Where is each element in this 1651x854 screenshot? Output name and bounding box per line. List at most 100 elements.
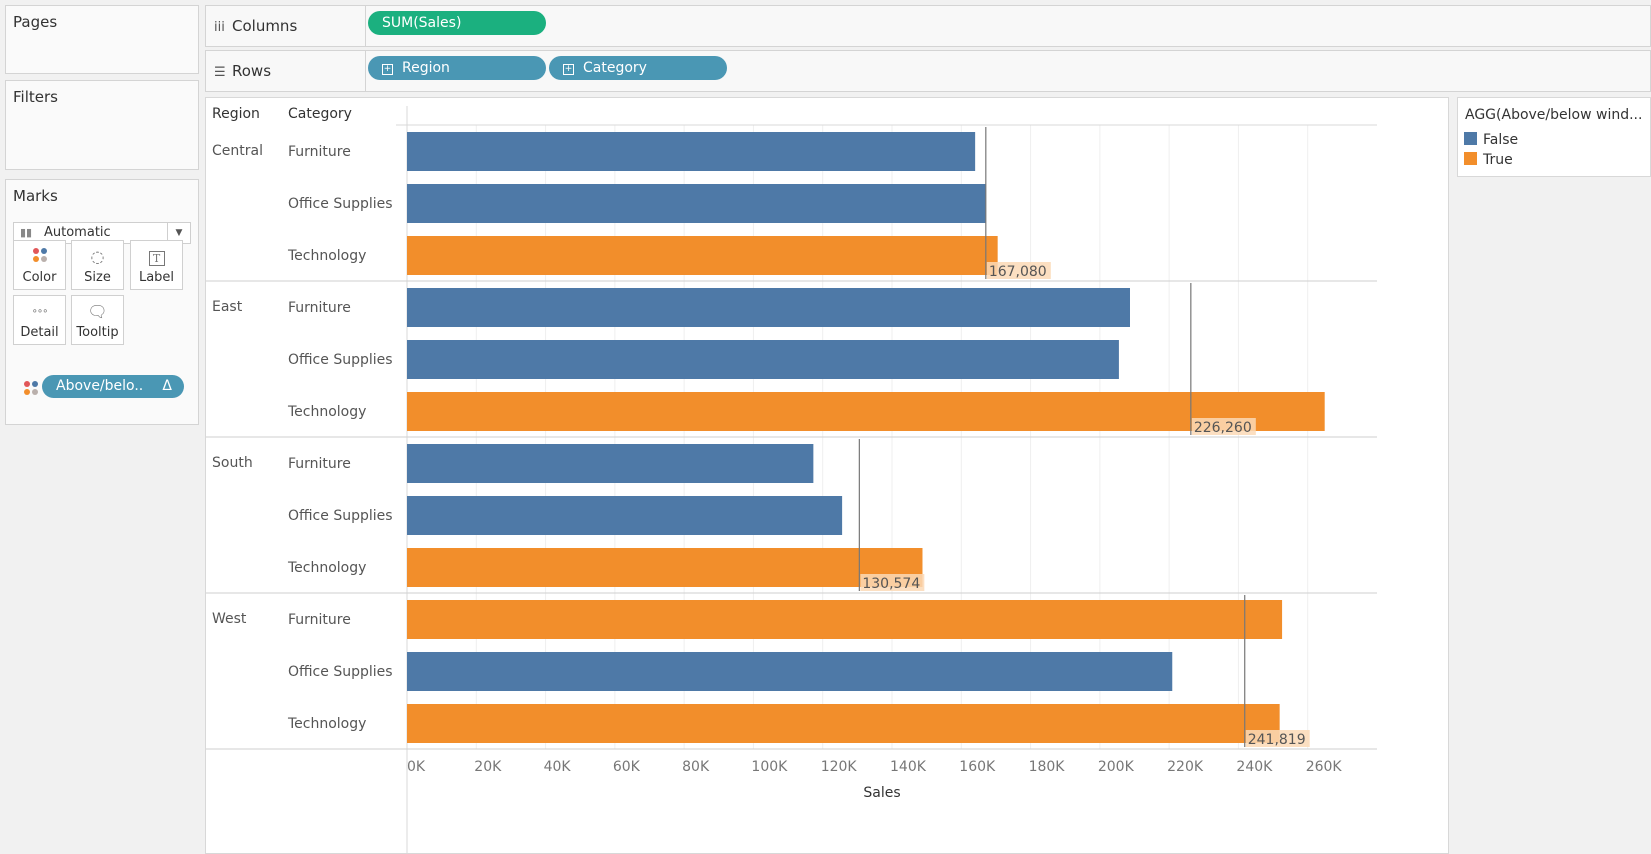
region-pill[interactable]: + Region <box>368 56 546 80</box>
reference-label-bg <box>1191 418 1256 435</box>
category-label: Furniture <box>288 144 351 160</box>
marks-card: Marks ▮▮ Automatic ▼ Color ◌ Size T Labe… <box>5 179 199 425</box>
rows-shelf-label: ☰ Rows <box>206 51 366 91</box>
reference-label-bg <box>860 574 925 591</box>
columns-icon: iii <box>214 20 225 35</box>
category-label: Office Supplies <box>288 664 393 680</box>
rows-shelf[interactable]: ☰ Rows + Region + Category <box>205 50 1651 92</box>
detail-label: Detail <box>20 325 59 340</box>
x-tick-label: 160K <box>959 759 996 775</box>
pages-card[interactable]: Pages <box>5 5 199 74</box>
detail-icon: ∘∘∘ <box>31 306 49 317</box>
reference-label-bg <box>986 262 1051 279</box>
category-pill[interactable]: + Category <box>549 56 727 80</box>
legend-label: True <box>1483 152 1513 168</box>
x-tick-label: 100K <box>751 759 788 775</box>
category-label: Office Supplies <box>288 196 393 212</box>
x-tick-label: 140K <box>890 759 927 775</box>
legend-item-false[interactable]: False <box>1464 131 1518 149</box>
text-label-icon: T <box>131 247 182 267</box>
reference-label: 226,260 <box>1194 420 1252 436</box>
size-icon: ◌ <box>90 247 105 266</box>
filters-card[interactable]: Filters <box>5 80 199 170</box>
x-tick-label: 40K <box>544 759 572 775</box>
chart-view[interactable]: Region Category Central Furniture Office Sup… <box>205 97 1449 854</box>
bar <box>407 392 1325 431</box>
expand-icon: + <box>382 64 393 75</box>
bar <box>407 132 976 171</box>
category-label: Technology <box>287 716 366 732</box>
color-encoding-icon <box>23 380 39 400</box>
reference-label: 241,819 <box>1248 732 1306 748</box>
x-tick-label: 180K <box>1029 759 1066 775</box>
region-label: Central <box>212 143 263 159</box>
chevron-down-icon[interactable]: ▼ <box>167 223 190 243</box>
columns-shelf-label: iii Columns <box>206 6 366 46</box>
marks-title: Marks <box>13 187 58 205</box>
bar <box>407 548 923 587</box>
legend-item-true[interactable]: True <box>1464 151 1513 169</box>
category-label: Technology <box>287 248 366 264</box>
columns-label: Columns <box>232 17 298 35</box>
region-label: West <box>212 611 247 627</box>
label-label: Label <box>138 270 175 285</box>
legend-swatch <box>1464 152 1477 165</box>
category-label: Technology <box>287 560 366 576</box>
category-label: Furniture <box>288 300 351 316</box>
category-label: Furniture <box>288 456 351 472</box>
filters-title: Filters <box>13 88 58 106</box>
bar <box>407 444 814 483</box>
detail-button[interactable]: ∘∘∘ Detail <box>13 295 66 345</box>
sum-sales-pill[interactable]: SUM(Sales) <box>368 11 546 35</box>
pane-divider <box>1449 97 1457 854</box>
x-tick-label: 120K <box>821 759 858 775</box>
pages-title: Pages <box>13 13 58 31</box>
region-pill-label: Region <box>402 60 450 76</box>
x-tick-label: 20K <box>474 759 502 775</box>
bar <box>407 652 1173 691</box>
tooltip-label: Tooltip <box>76 325 119 340</box>
bar <box>407 704 1280 743</box>
x-tick-label: 200K <box>1098 759 1135 775</box>
color-field-pill[interactable]: Above/belo.. Δ <box>42 375 184 398</box>
category-label: Furniture <box>288 612 351 628</box>
tooltip-icon: 🗨 <box>87 302 108 321</box>
x-axis-title: Sales <box>863 785 900 801</box>
x-tick-label: 60K <box>613 759 641 775</box>
region-label: South <box>212 455 253 471</box>
label-button[interactable]: T Label <box>130 240 183 290</box>
size-button[interactable]: ◌ Size <box>71 240 124 290</box>
x-tick-label: 0K <box>407 759 426 775</box>
reference-label-bg <box>1245 730 1310 747</box>
tooltip-button[interactable]: 🗨 Tooltip <box>71 295 124 345</box>
x-tick-label: 240K <box>1236 759 1273 775</box>
bar-chart-icon: ▮▮ <box>20 226 33 239</box>
x-tick-label: 260K <box>1306 759 1343 775</box>
size-label: Size <box>84 270 111 285</box>
category-pill-label: Category <box>583 60 647 76</box>
color-field-pill-label: Above/belo.. <box>56 378 144 394</box>
bar <box>407 600 1283 639</box>
bar <box>407 340 1119 379</box>
color-label: Color <box>22 270 57 285</box>
reference-label: 167,080 <box>989 264 1047 280</box>
x-tick-label: 80K <box>682 759 710 775</box>
color-legend: AGG(Above/below wind... False True <box>1457 97 1651 177</box>
delta-icon: Δ <box>162 378 172 394</box>
legend-label: False <box>1483 132 1519 148</box>
bar <box>407 184 986 223</box>
expand-icon: + <box>563 64 574 75</box>
bar-chart[interactable]: Region Category Central Furniture Office Sup… <box>206 98 1448 853</box>
reference-label: 130,574 <box>862 576 920 592</box>
columns-shelf[interactable]: iii Columns SUM(Sales) <box>205 5 1651 47</box>
category-label: Technology <box>287 404 366 420</box>
legend-title: AGG(Above/below wind... <box>1465 107 1643 123</box>
category-label: Office Supplies <box>288 508 393 524</box>
legend-swatch <box>1464 132 1477 145</box>
bar <box>407 496 843 535</box>
bar <box>407 288 1130 327</box>
color-button[interactable]: Color <box>13 240 66 290</box>
mark-type-label: Automatic <box>44 225 111 240</box>
row-header-region: Region <box>212 106 260 122</box>
row-header-category: Category <box>288 106 352 122</box>
